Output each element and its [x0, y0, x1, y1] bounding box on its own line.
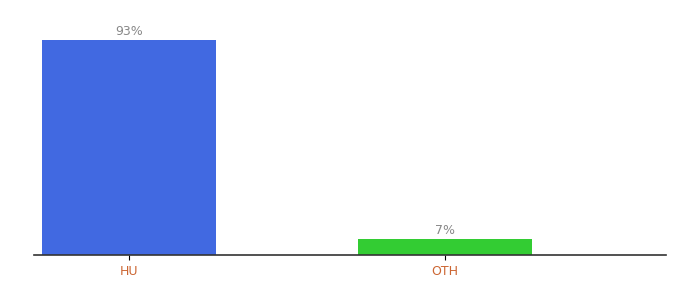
- Text: 93%: 93%: [115, 25, 143, 38]
- Bar: [42, 40, 216, 255]
- Text: 7%: 7%: [435, 224, 455, 236]
- Bar: [358, 239, 532, 255]
